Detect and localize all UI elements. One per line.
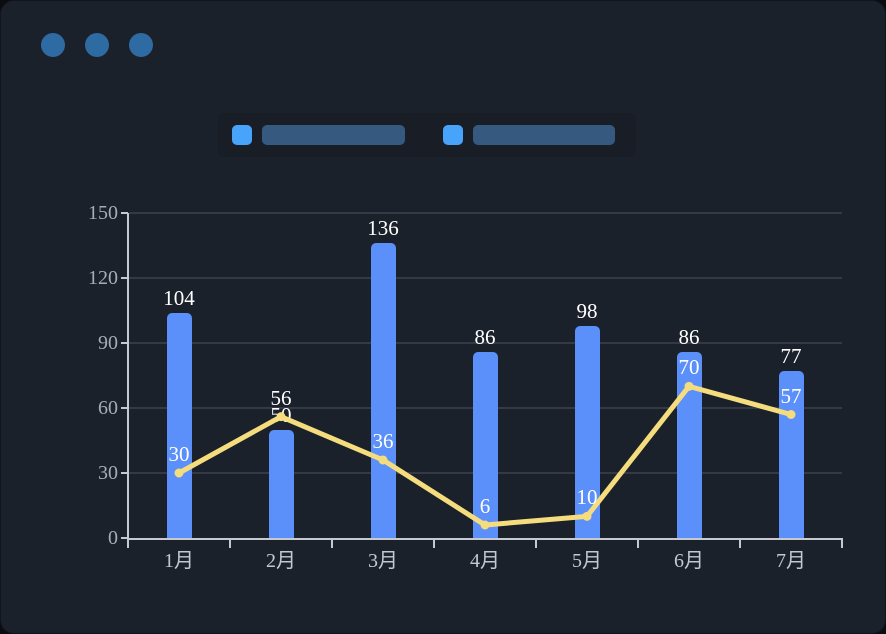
y-axis-label: 0: [108, 527, 118, 549]
line-point: [582, 511, 592, 521]
x-axis-label: 5月: [572, 550, 602, 572]
x-axis-label: 6月: [674, 550, 704, 572]
line-series-label-placeholder: [473, 125, 615, 145]
line-point: [378, 455, 388, 465]
y-axis-label: 30: [98, 462, 118, 484]
x-axis-tick: [127, 540, 129, 548]
y-gridline: [129, 277, 842, 279]
x-axis-tick: [637, 540, 639, 548]
line-value-label: 30: [168, 442, 190, 466]
bar-value-label: 98: [576, 298, 598, 323]
window-control-dot-3[interactable]: [129, 33, 153, 57]
bar-value-label: 86: [474, 324, 496, 349]
line-point: [684, 381, 694, 391]
y-axis-tick: [121, 537, 128, 539]
y-axis-tick: [121, 407, 128, 409]
line-point: [480, 520, 490, 530]
bar: [166, 312, 192, 538]
x-axis-line: [127, 538, 843, 540]
y-axis-tick: [121, 342, 128, 344]
y-axis-tick: [121, 212, 128, 214]
bar-value-label: 104: [163, 285, 195, 310]
x-axis-tick: [433, 540, 435, 548]
line-series-swatch-icon: [443, 125, 463, 145]
y-axis-tick: [121, 472, 128, 474]
x-axis-label: 4月: [470, 550, 500, 572]
y-axis-label: 120: [88, 267, 118, 289]
line-value-label: 10: [576, 485, 598, 510]
line-value-label: 6: [479, 494, 491, 518]
y-axis-label: 90: [98, 332, 118, 354]
x-axis-label: 3月: [368, 550, 398, 572]
x-axis-tick: [229, 540, 231, 548]
line-value-label: 57: [780, 383, 802, 408]
line-point: [276, 412, 286, 422]
x-axis-tick: [535, 540, 537, 548]
bar-value-label: 77: [780, 344, 802, 369]
y-axis-tick: [121, 277, 128, 279]
bar-value-label: 136: [367, 216, 399, 241]
y-axis-label: 150: [88, 202, 118, 224]
bar: [472, 351, 498, 538]
y-gridline: [129, 342, 842, 344]
line-value-label: 36: [372, 429, 394, 453]
window-controls: [41, 33, 153, 57]
line-value-label: 70: [678, 355, 700, 380]
window-control-dot-2[interactable]: [85, 33, 109, 57]
x-axis-label: 7月: [776, 550, 806, 572]
bar-series-swatch-icon: [232, 125, 252, 145]
x-axis-tick: [739, 540, 741, 548]
line-point: [174, 468, 184, 478]
window-control-dot-1[interactable]: [41, 33, 65, 57]
x-axis-label: 2月: [266, 550, 296, 572]
y-axis-label: 60: [98, 397, 118, 419]
y-gridline: [129, 212, 842, 214]
y-axis-line: [127, 213, 129, 540]
bar: [370, 243, 396, 538]
line-value-label: 56: [270, 385, 292, 410]
chart-legend: [218, 113, 636, 157]
x-axis-tick: [841, 540, 843, 548]
x-axis-tick: [331, 540, 333, 548]
bar: [778, 371, 804, 538]
line-point: [786, 410, 796, 419]
bar: [268, 429, 294, 538]
bar-series-label-placeholder: [262, 125, 405, 145]
x-axis-label: 1月: [164, 550, 194, 572]
bar-value-label: 86: [678, 324, 700, 349]
